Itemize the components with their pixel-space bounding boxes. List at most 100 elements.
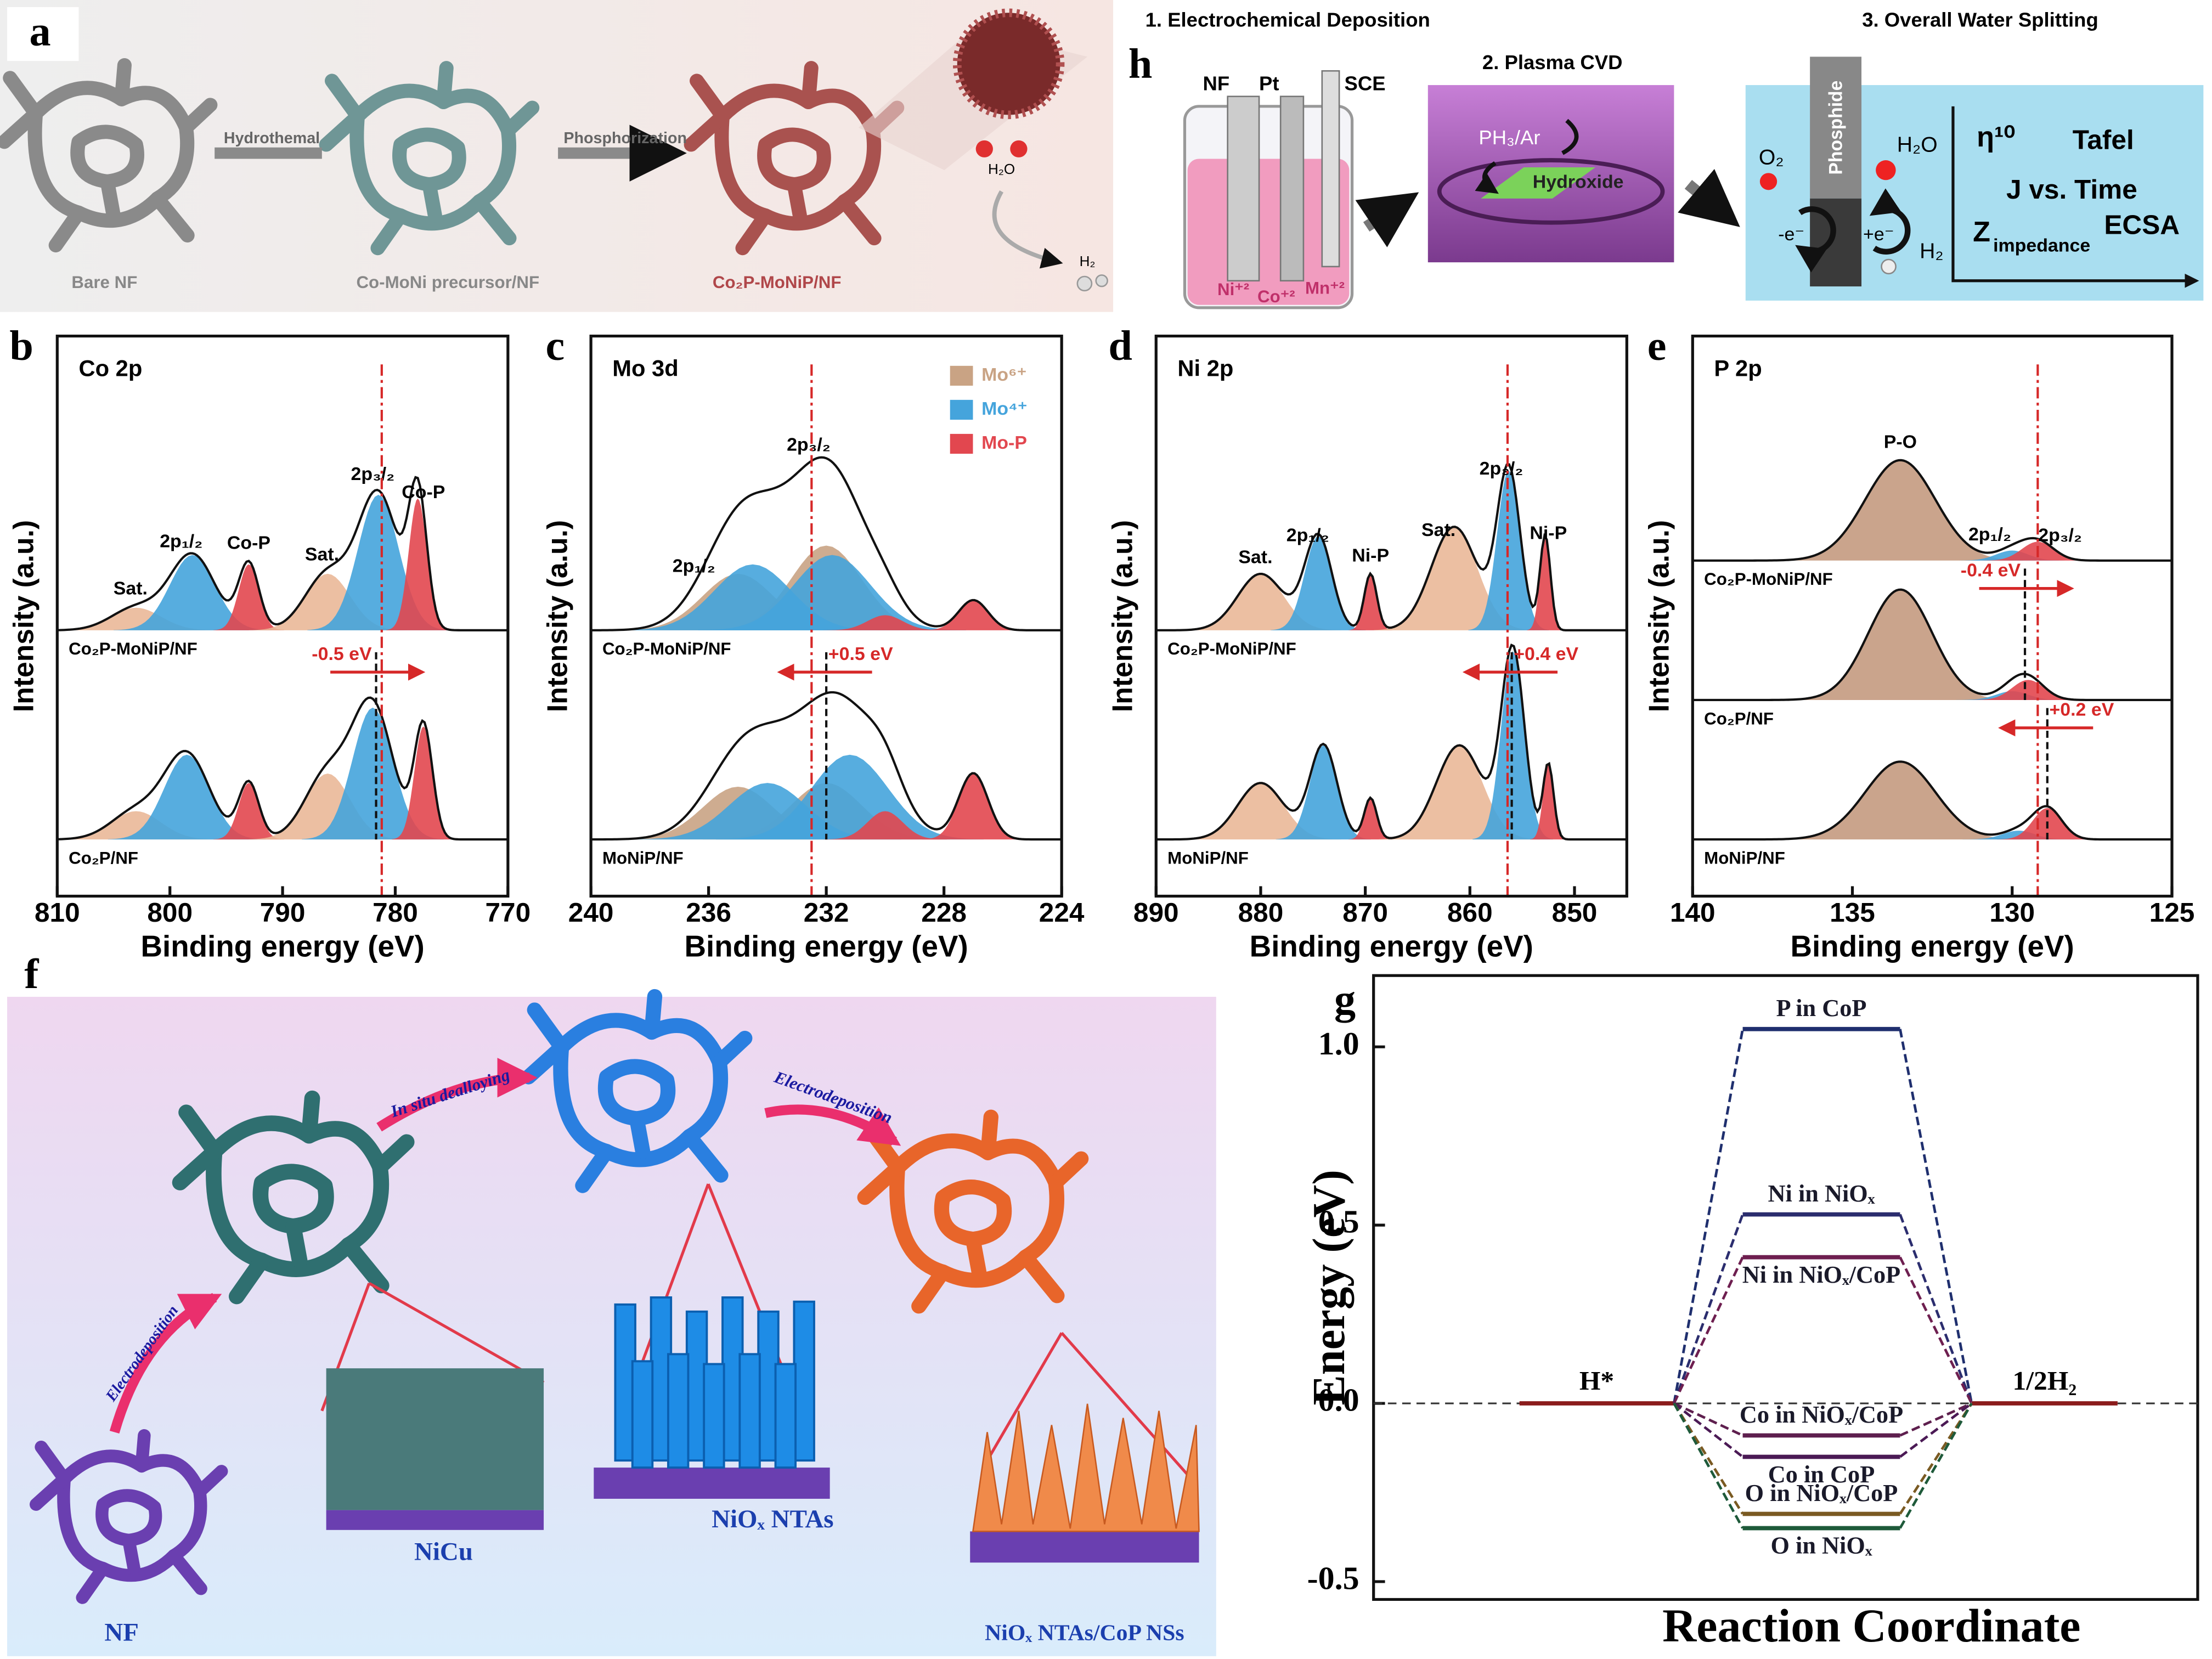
x-axis-label: Binding energy (eV) [1250, 930, 1533, 963]
peak [307, 494, 450, 630]
water-molecule [1876, 160, 1896, 180]
peak [1777, 460, 2024, 561]
shift-label: +0.4 eV [1514, 644, 1578, 664]
panel-label: a [29, 8, 50, 55]
chart-title: Co 2p [78, 356, 142, 381]
panel-label: e [1647, 323, 1667, 370]
substrate-block [326, 1510, 544, 1530]
sample-label: MoNiP/NF [1704, 849, 1785, 868]
peak [1530, 764, 1567, 840]
peak [716, 754, 984, 840]
level-label: P in CoP [1776, 995, 1867, 1022]
sample-label: MoNiP/NF [602, 849, 684, 868]
shift-label: +0.2 eV [2049, 699, 2114, 720]
metric-label: J vs. Time [2006, 174, 2137, 205]
x-tick-label: 770 [486, 898, 531, 928]
connector [1673, 1402, 1973, 1529]
legend-label: Mo⁴⁺ [981, 398, 1028, 419]
legend-swatch [950, 365, 973, 386]
material-label: Co-MoNi precursor/NF [356, 273, 539, 292]
x-axis-label: Reaction Coordinate [1662, 1600, 2080, 1652]
nanotube-array [614, 1296, 815, 1469]
peak-label: P-O [1884, 432, 1917, 453]
peak-label: Sat. [1238, 547, 1272, 568]
ion-label: Co⁺² [1257, 287, 1295, 306]
electrode-label: Phosphide [1826, 81, 1847, 175]
metric-label: Z [1973, 216, 1990, 248]
peak-label: 2p₃/₂ [787, 435, 831, 455]
x-tick-label: 140 [1670, 898, 1716, 928]
molecule [975, 140, 993, 157]
x-tick-label: 870 [1342, 898, 1388, 928]
peak-label: Sat. [305, 544, 339, 565]
peak-label: 2p₁/₂ [1968, 524, 2011, 545]
species-label: H₂O [1897, 133, 1938, 157]
material-label: NF [104, 1618, 139, 1647]
x-tick-label: 780 [373, 898, 418, 928]
electron-arrow [1869, 188, 1911, 255]
level-label: Ni in NiOₓ/CoP [1742, 1261, 1900, 1288]
molecule-label: H₂O [988, 161, 1015, 177]
substrate-block [594, 1468, 830, 1499]
process-arrow [109, 1293, 222, 1434]
metric-label: ECSA [2104, 210, 2180, 240]
y-axis-label: Intensity (a.u.) [541, 520, 573, 712]
y-tick-label: -0.5 [1307, 1560, 1359, 1596]
y-tick-label: 0.0 [1318, 1382, 1359, 1418]
peak [1271, 536, 1366, 630]
peak [108, 754, 266, 840]
envelope [1692, 459, 2172, 562]
x-tick-label: 135 [1830, 898, 1875, 928]
connector [1673, 1402, 1973, 1458]
connector [1673, 1402, 1972, 1437]
peak [57, 811, 223, 840]
x-tick-label: 890 [1133, 898, 1179, 928]
electrode-label: NF [1203, 72, 1229, 95]
plot-frame [1372, 974, 2199, 1601]
legend-label: Mo-P [981, 432, 1027, 453]
reaction-arrow [992, 190, 1063, 269]
envelope [1692, 588, 2172, 702]
nicu-block [326, 1368, 544, 1510]
envelope [1156, 644, 1627, 841]
level-label: O in NiOₓ [1770, 1532, 1872, 1559]
peak [1276, 745, 1372, 840]
sample-label: Co₂P-MoNiP/NF [1167, 639, 1296, 658]
ion-label: Ni⁺² [1217, 280, 1249, 299]
envelope [1156, 463, 1627, 631]
envelope [1692, 760, 2172, 841]
peak [249, 774, 407, 840]
panel-label: f [24, 950, 39, 997]
substrate-block [970, 1531, 1199, 1563]
electron-arrow [1795, 206, 1836, 273]
plot-frame [1154, 334, 1628, 898]
sample-label: Co₂P-MoNiP/NF [602, 639, 731, 658]
shift-label: -0.4 eV [1961, 560, 2021, 581]
flow-arrow [1355, 192, 1419, 247]
ion-label: Mn⁺² [1305, 279, 1345, 298]
species-label: O₂ [1759, 146, 1784, 170]
peak [1348, 573, 1393, 630]
peak-label: 2p₁/₂ [1286, 525, 1329, 546]
panel-label: d [1108, 323, 1132, 370]
oxygen-molecule [1759, 173, 1778, 190]
peak [823, 811, 947, 840]
step-label: Hydrothemal [224, 129, 320, 147]
nanosphere [952, 8, 1065, 120]
y-axis-label: Intensity (a.u.) [8, 520, 40, 712]
material-label: NiOₓ NTAs [712, 1505, 833, 1533]
y-axis-label: Intensity (a.u.) [1107, 520, 1138, 712]
peak [1788, 589, 2012, 700]
peak-label: Sat. [114, 578, 148, 599]
x-tick-label: 850 [1552, 898, 1598, 928]
chart-title: Mo 3d [612, 356, 679, 381]
panel-label: h [1128, 40, 1153, 87]
peak-label: Sat. [1421, 520, 1455, 540]
x-tick-label: 130 [1989, 898, 2035, 928]
shift-label: +0.5 eV [828, 644, 893, 664]
connector [1673, 1214, 1973, 1404]
x-tick-label: 800 [147, 898, 193, 928]
x-tick-label: 125 [2149, 898, 2195, 928]
